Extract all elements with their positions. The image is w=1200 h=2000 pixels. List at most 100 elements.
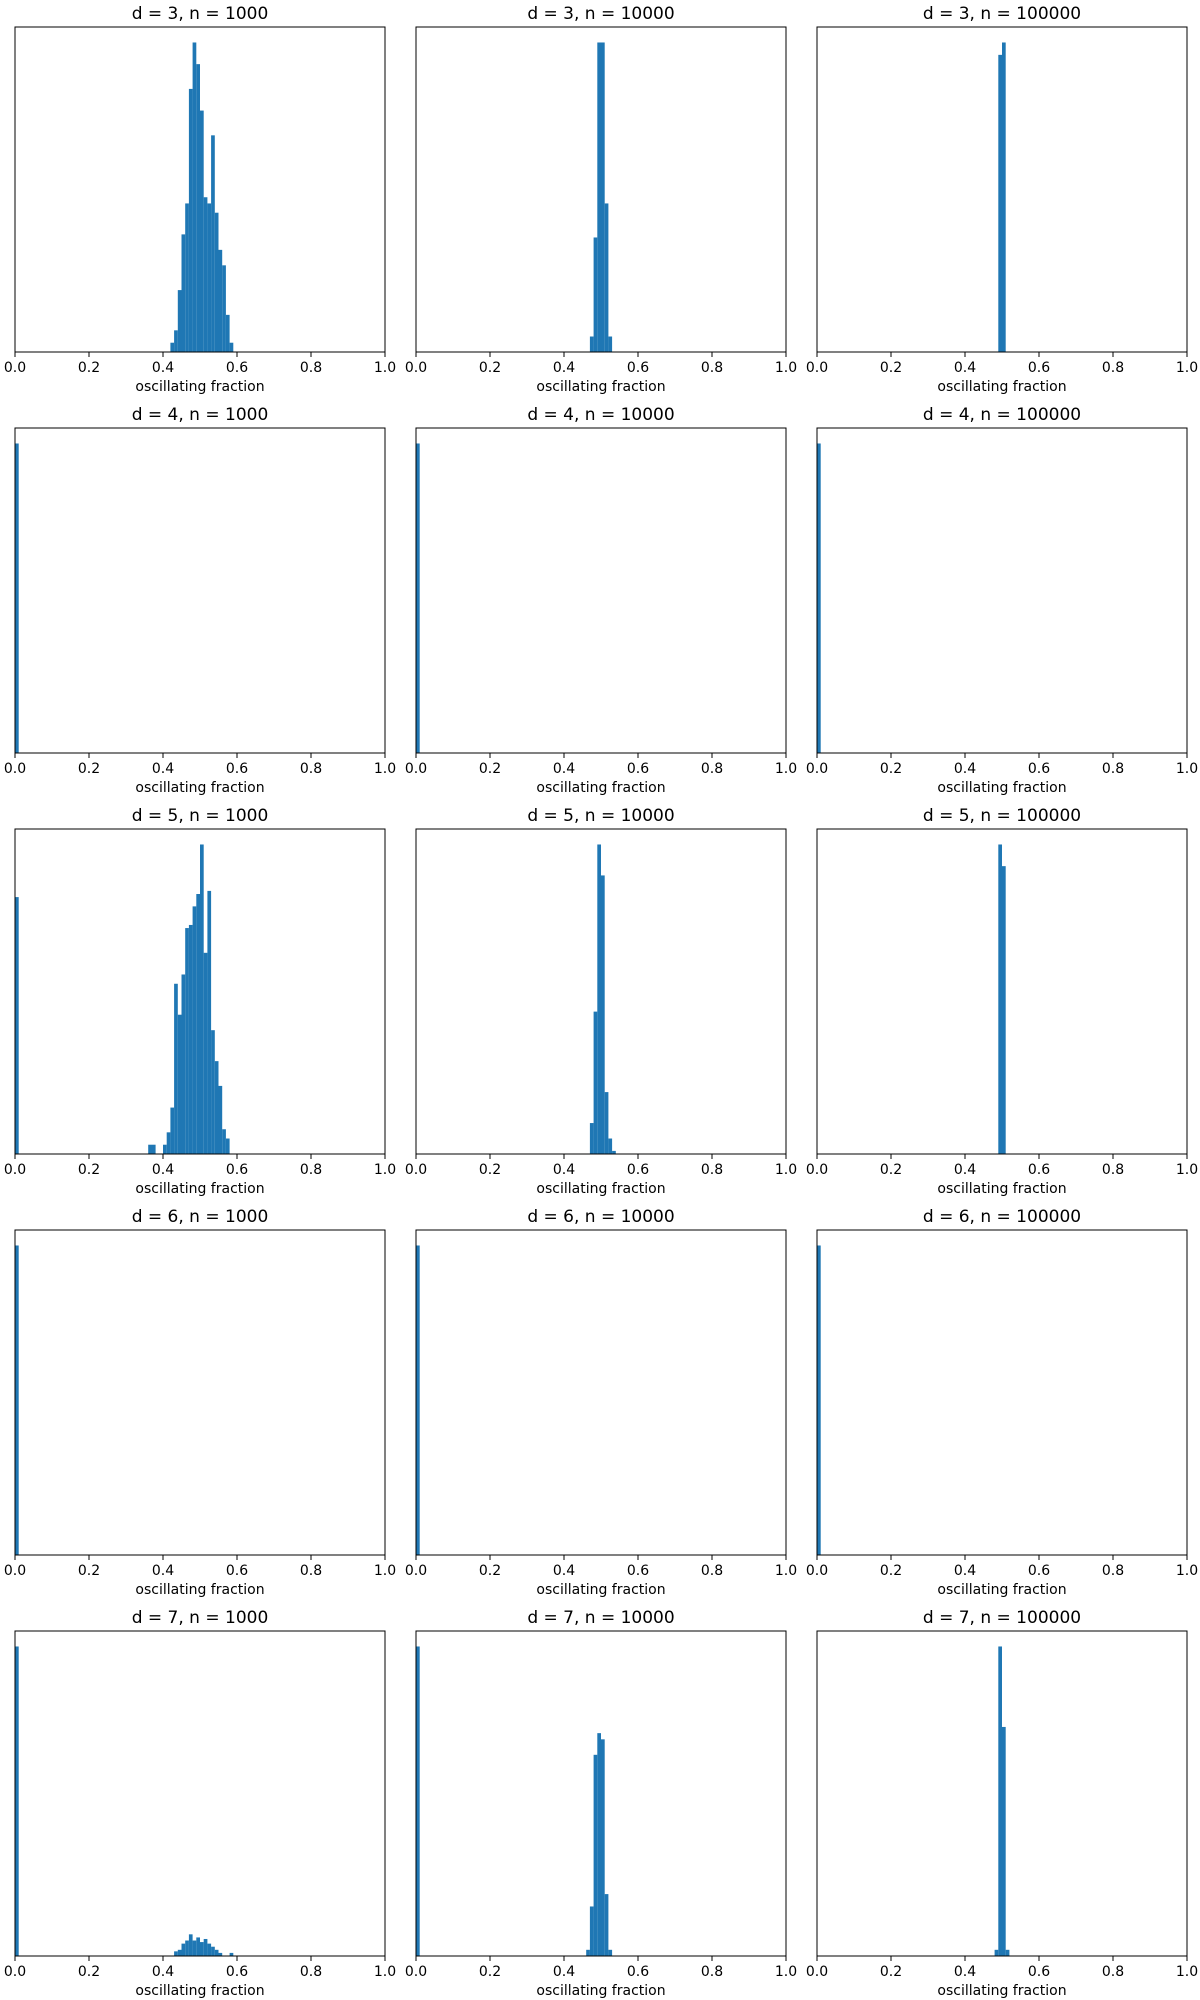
histogram-panel: d = 7, n = 100000 0.0 0.2 0.4 0.6 0.8 1.0 oscil… bbox=[806, 1608, 1198, 1999]
axes-frame bbox=[816, 828, 1188, 1155]
axes-frame bbox=[415, 1630, 787, 1957]
axes-frame bbox=[14, 1229, 386, 1556]
histogram-bar bbox=[211, 135, 215, 352]
histogram-bar bbox=[170, 342, 175, 352]
x-tick-label: 0.2 bbox=[880, 360, 902, 376]
histogram-bar bbox=[200, 844, 204, 1154]
x-tick-label: 0.8 bbox=[701, 360, 723, 376]
x-tick-label: 1.0 bbox=[374, 761, 396, 777]
histogram-bar bbox=[998, 844, 1002, 1154]
x-tick-label: 0.8 bbox=[300, 360, 322, 376]
histogram-bar bbox=[608, 1138, 613, 1154]
x-axis-label: oscillating fraction bbox=[937, 1983, 1066, 1999]
histogram-panel: d = 6, n = 1000 0.0 0.2 0.4 0.6 0.8 1.0 oscilla… bbox=[4, 1207, 396, 1598]
axes-frame bbox=[14, 1630, 386, 1957]
x-tick-label: 0.8 bbox=[300, 1162, 322, 1178]
x-tick-label: 0.4 bbox=[152, 761, 174, 777]
panel-title: d = 3, n = 10000 bbox=[527, 4, 674, 24]
histogram-bar bbox=[225, 314, 230, 352]
panel-title: d = 6, n = 100000 bbox=[923, 1207, 1081, 1227]
x-axis-label: oscillating fraction bbox=[135, 780, 264, 796]
histogram-bar bbox=[218, 249, 223, 352]
histogram-bar bbox=[416, 1245, 420, 1555]
x-tick-label: 0.6 bbox=[627, 1162, 649, 1178]
x-tick-label: 0.8 bbox=[701, 1563, 723, 1579]
histogram-bar bbox=[203, 952, 208, 1154]
x-tick-label: 0.2 bbox=[78, 1563, 100, 1579]
x-tick-label: 0.6 bbox=[226, 360, 248, 376]
histogram-bar bbox=[207, 890, 212, 1154]
x-tick-label: 0.2 bbox=[78, 761, 100, 777]
x-tick-label: 0.4 bbox=[954, 1964, 976, 1980]
histogram-bar bbox=[222, 265, 226, 352]
x-tick-label: 0.8 bbox=[701, 761, 723, 777]
x-tick-label: 1.0 bbox=[1176, 761, 1198, 777]
histogram-bar bbox=[200, 110, 204, 352]
histogram-bar bbox=[181, 234, 186, 352]
x-tick-label: 0.2 bbox=[880, 1162, 902, 1178]
x-tick-label: 1.0 bbox=[374, 1162, 396, 1178]
histogram-panel: d = 5, n = 1000 0.0 0.2 0.4 0.6 0.8 1.0 oscilla… bbox=[4, 806, 396, 1197]
histogram-bar bbox=[207, 203, 212, 352]
x-axis-label: oscillating fraction bbox=[536, 379, 665, 395]
x-tick-label: 0.4 bbox=[954, 360, 976, 376]
histogram-bar bbox=[229, 342, 234, 352]
x-tick-label: 0.0 bbox=[806, 1563, 828, 1579]
histogram-bar bbox=[211, 1030, 215, 1154]
histogram-bar bbox=[601, 42, 605, 352]
histogram-bar bbox=[207, 1943, 212, 1956]
histogram-bar bbox=[593, 1754, 598, 1956]
x-tick-label: 0.8 bbox=[1102, 1964, 1124, 1980]
histogram-bar bbox=[181, 974, 186, 1154]
x-tick-label: 0.2 bbox=[880, 1563, 902, 1579]
x-tick-label: 0.8 bbox=[701, 1162, 723, 1178]
x-tick-label: 0.0 bbox=[405, 761, 427, 777]
x-tick-label: 1.0 bbox=[374, 1563, 396, 1579]
x-tick-label: 0.6 bbox=[1028, 360, 1050, 376]
histogram-bar bbox=[593, 237, 598, 352]
histogram-bar bbox=[196, 64, 200, 352]
histogram-bar bbox=[188, 88, 193, 353]
histogram-panel: d = 4, n = 1000 0.0 0.2 0.4 0.6 0.8 1.0 oscilla… bbox=[4, 405, 396, 796]
x-tick-label: 0.0 bbox=[4, 1964, 26, 1980]
histogram-bar bbox=[589, 1123, 594, 1154]
histogram-panel: d = 7, n = 1000 0.0 0.2 0.4 0.6 0.8 1.0 oscilla… bbox=[4, 1608, 396, 1999]
histogram-bar bbox=[200, 1942, 204, 1956]
panel-title: d = 4, n = 100000 bbox=[923, 405, 1081, 425]
panel-title: d = 6, n = 10000 bbox=[527, 1207, 674, 1227]
x-tick-label: 0.0 bbox=[806, 360, 828, 376]
histogram-bar bbox=[604, 1894, 609, 1956]
histogram-bar bbox=[214, 1949, 219, 1956]
x-tick-label: 0.0 bbox=[806, 1162, 828, 1178]
x-tick-label: 1.0 bbox=[775, 1964, 797, 1980]
x-tick-label: 0.6 bbox=[627, 1964, 649, 1980]
histogram-bar bbox=[192, 906, 197, 1154]
histogram-bar bbox=[994, 1949, 999, 1956]
histogram-bar bbox=[214, 212, 219, 352]
axes-frame bbox=[14, 26, 386, 353]
x-tick-label: 0.8 bbox=[1102, 360, 1124, 376]
histogram-bar bbox=[998, 1646, 1002, 1956]
x-tick-label: 1.0 bbox=[374, 360, 396, 376]
x-tick-label: 0.0 bbox=[405, 1964, 427, 1980]
x-tick-label: 1.0 bbox=[775, 1162, 797, 1178]
x-axis-label: oscillating fraction bbox=[937, 1181, 1066, 1197]
x-tick-label: 0.4 bbox=[954, 1162, 976, 1178]
histogram-bar bbox=[604, 1092, 609, 1154]
histogram-bar bbox=[222, 1129, 226, 1154]
x-tick-label: 0.8 bbox=[300, 1563, 322, 1579]
x-tick-label: 0.0 bbox=[4, 1162, 26, 1178]
x-tick-label: 1.0 bbox=[1176, 1563, 1198, 1579]
panel-title: d = 6, n = 1000 bbox=[132, 1207, 269, 1227]
x-tick-label: 1.0 bbox=[775, 761, 797, 777]
x-tick-label: 0.2 bbox=[479, 1162, 501, 1178]
x-tick-label: 0.6 bbox=[1028, 1964, 1050, 1980]
histogram-bar bbox=[15, 1245, 19, 1555]
panel-title: d = 7, n = 1000 bbox=[132, 1608, 269, 1628]
axes-frame bbox=[816, 427, 1188, 754]
histogram-bar bbox=[604, 203, 609, 352]
x-tick-label: 0.8 bbox=[701, 1964, 723, 1980]
x-tick-label: 0.8 bbox=[300, 761, 322, 777]
x-axis-label: oscillating fraction bbox=[135, 1181, 264, 1197]
